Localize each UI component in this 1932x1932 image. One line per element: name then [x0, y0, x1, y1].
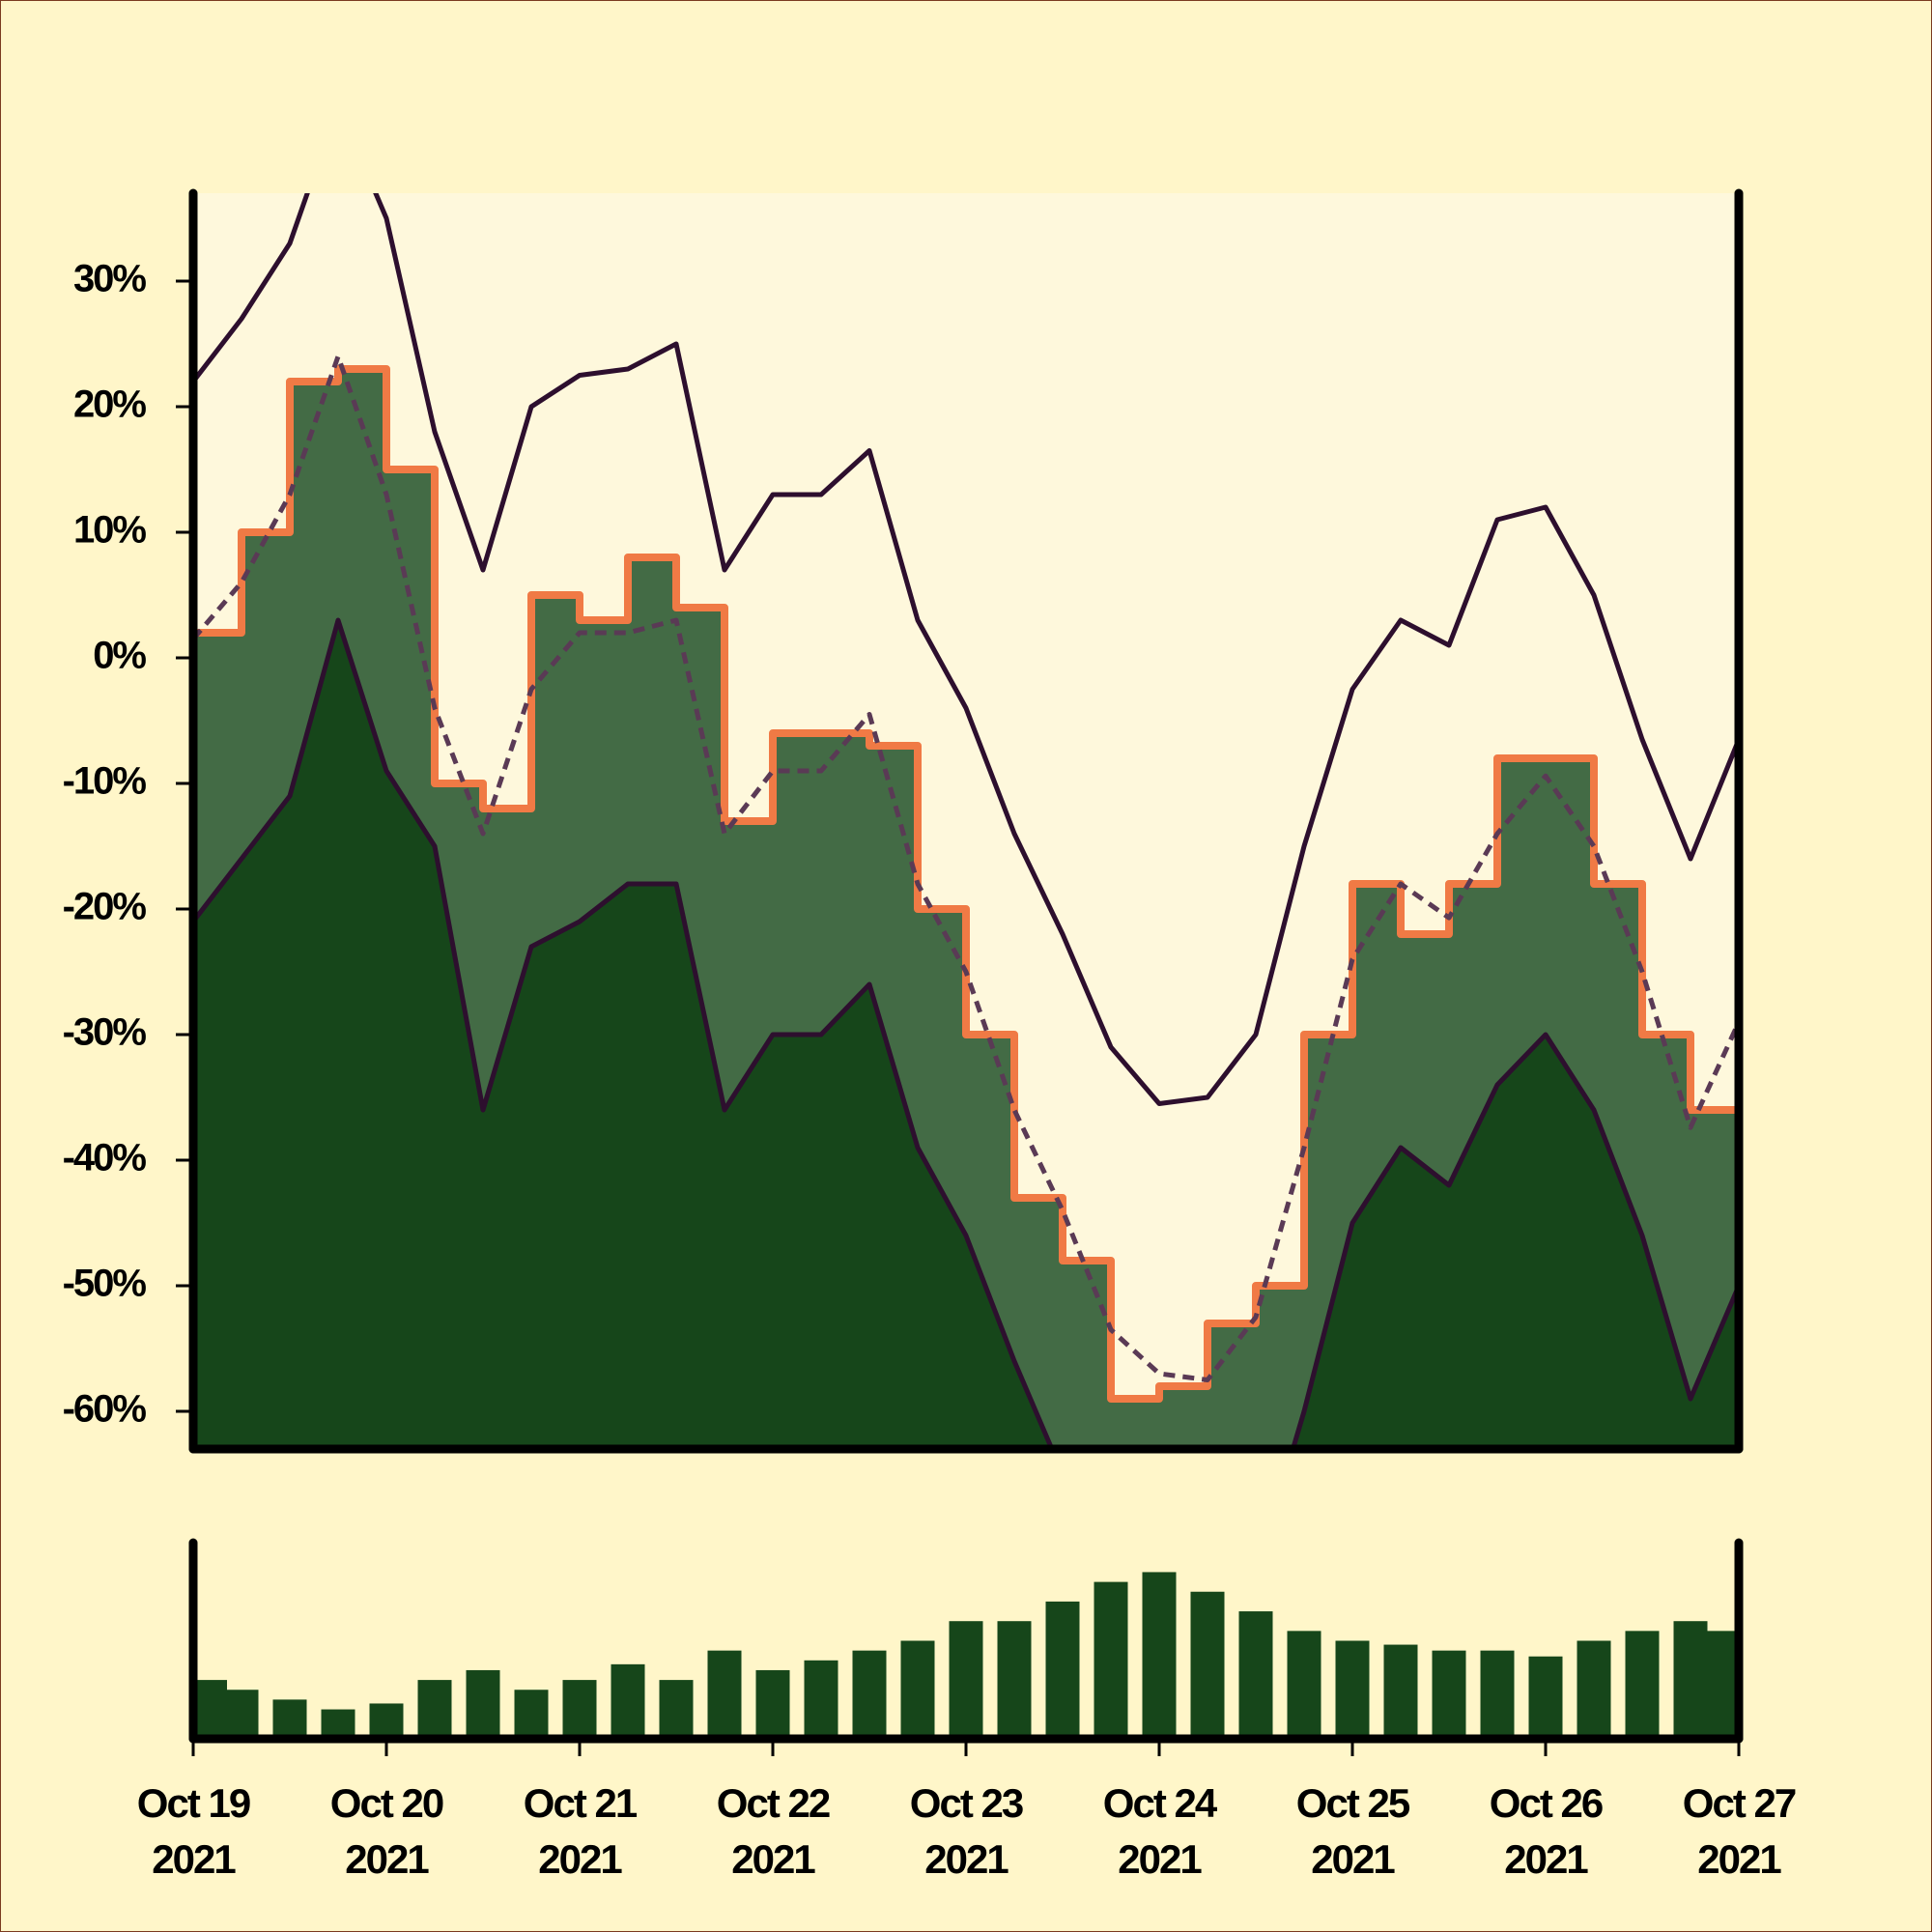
volume-bar: [707, 1650, 742, 1739]
volume-bar: [272, 1699, 307, 1739]
volume-bar: [1480, 1650, 1515, 1739]
volume-bar: [1045, 1601, 1080, 1739]
volume-bar: [1673, 1621, 1708, 1739]
volume-bar: [1094, 1581, 1128, 1739]
volume-bar: [562, 1680, 597, 1739]
y-tick-label: -60%: [63, 1388, 147, 1431]
middle-band-line: [193, 354, 1739, 1382]
volume-plot: [193, 1572, 1739, 1739]
y-tick-label: 20%: [73, 384, 146, 426]
volume-bar: [1238, 1611, 1273, 1739]
x-tick-label: Oct 25 2021: [1295, 1780, 1410, 1882]
volume-bar: [417, 1680, 452, 1739]
volume-bar: [1625, 1631, 1660, 1739]
volume-bar: [321, 1709, 355, 1739]
volume-bar: [1142, 1572, 1177, 1739]
volume-bar: [369, 1703, 404, 1739]
volume-bar: [900, 1640, 935, 1739]
volume-bar: [1383, 1644, 1418, 1739]
volume-bar: [193, 1680, 227, 1739]
volume-bar: [1577, 1640, 1611, 1739]
volume-bar: [659, 1680, 694, 1739]
series-line: [193, 365, 1739, 1403]
x-tick-label: Oct 22 2021: [716, 1780, 831, 1882]
volume-bar: [611, 1663, 645, 1739]
y-tick-label: 30%: [73, 258, 146, 300]
series-line: [193, 193, 1739, 1106]
y-tick-label: 10%: [73, 509, 146, 552]
volume-bar: [514, 1690, 549, 1739]
volume-bar: [224, 1690, 259, 1739]
series-line: [193, 617, 1739, 1449]
main-plot: [193, 193, 1739, 1449]
x-tick-label: Oct 23 2021: [909, 1780, 1024, 1882]
x-tick-label: Oct 24 2021: [1102, 1780, 1217, 1882]
volume-bar: [1705, 1631, 1739, 1739]
volume-bar: [1528, 1656, 1563, 1739]
volume-bar: [1287, 1631, 1321, 1739]
volume-bar: [949, 1621, 983, 1739]
y-tick-label: -30%: [63, 1011, 147, 1054]
y-tick-label: 0%: [93, 635, 146, 677]
x-tick-label: Oct 19 2021: [136, 1780, 251, 1882]
volume-bar: [852, 1650, 887, 1739]
y-tick-label: -50%: [63, 1263, 147, 1305]
series-area: [193, 620, 1739, 1449]
x-tick-label: Oct 26 2021: [1489, 1780, 1604, 1882]
y-tick-label: -40%: [63, 1137, 147, 1179]
volume-bar: [755, 1669, 790, 1739]
volume-bar: [997, 1621, 1032, 1739]
x-tick-label: Oct 20 2021: [329, 1780, 444, 1882]
x-tick-label: Oct 21 2021: [523, 1780, 638, 1882]
volume-bar: [1190, 1591, 1225, 1739]
x-tick-label: Oct 27 2021: [1682, 1780, 1797, 1882]
volume-bar: [1432, 1650, 1466, 1739]
y-tick-label: -10%: [63, 760, 147, 803]
axes: 30% 20% 10% 0% -10% -20% -30% -40% -50% -60%: [63, 188, 1744, 1756]
volume-bar: [1335, 1640, 1370, 1739]
y-tick-label: -20%: [63, 886, 147, 928]
volume-bar: [466, 1669, 500, 1739]
volume-bar: [804, 1660, 838, 1739]
